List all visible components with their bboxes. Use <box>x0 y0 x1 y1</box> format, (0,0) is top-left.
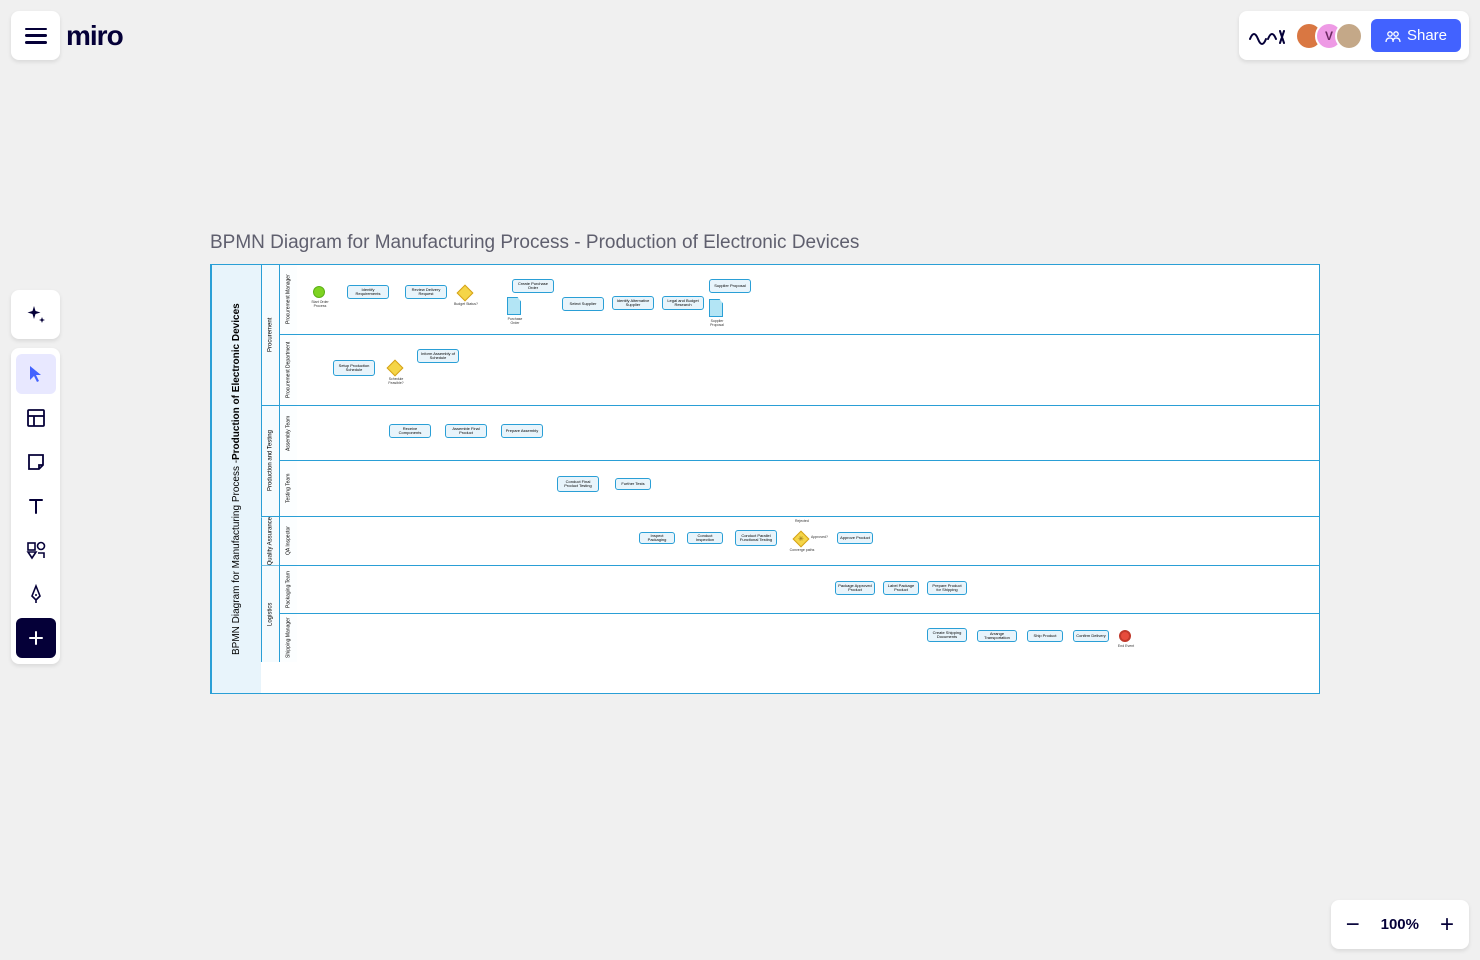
bpmn-task[interactable]: Conduct Parallel Functional Testing <box>735 530 777 546</box>
bpmn-task[interactable]: Confirm Delivery <box>1073 630 1109 642</box>
event-label: Start Order Process <box>309 300 331 308</box>
sublane: Packaging Team Package Approved Product La… <box>279 566 1319 614</box>
bpmn-task[interactable]: Supplier Proposal <box>709 279 751 293</box>
pool-title: BPMN Diagram for Manufacturing Process -… <box>211 265 261 693</box>
document-label: Supplier Proposal <box>705 319 729 327</box>
bpmn-task[interactable]: Create Shipping Documents <box>927 628 967 642</box>
sublane-label: QA Inspector <box>279 517 297 565</box>
gateway-side-label: Approved? <box>811 535 828 539</box>
bpmn-task[interactable]: Inspect Packaging <box>639 532 675 544</box>
sublane-label: Shipping Manager <box>279 614 297 662</box>
sublane-content: Package Approved Product Label Package Pr… <box>297 566 1319 613</box>
lane-group: ProcurementProcurement ManagerIdentify R… <box>261 265 1319 406</box>
bpmn-document[interactable] <box>709 299 723 317</box>
lanes-container: ProcurementProcurement ManagerIdentify R… <box>261 265 1319 693</box>
bpmn-task[interactable]: Label Package Product <box>883 581 919 595</box>
bpmn-task[interactable]: Assemble Final Product <box>445 424 487 438</box>
bpmn-task[interactable]: Identify Requirements <box>347 285 389 299</box>
sublane: Testing TeamConduct Final Product Testin… <box>279 461 1319 516</box>
bpmn-task[interactable]: Legal and Budget Research <box>662 296 704 310</box>
sublane-content: Create Shipping Documents Arrange Transpo… <box>297 614 1319 662</box>
start-event[interactable] <box>313 286 325 298</box>
bpmn-document[interactable] <box>507 297 521 315</box>
bpmn-task[interactable]: Select Supplier <box>562 297 604 311</box>
annotation-label: Rejected <box>795 519 809 523</box>
lane-group: Quality AssuranceQA InspectorInspect Pac… <box>261 517 1319 566</box>
sublane: Procurement ManagerIdentify Requirements… <box>279 265 1319 335</box>
gateway-label: Budget Status? <box>453 302 479 306</box>
sublane-label: Procurement Manager <box>279 265 297 334</box>
group-label: Quality Assurance <box>261 517 279 565</box>
bpmn-pool[interactable]: BPMN Diagram for Manufacturing Process -… <box>210 264 1320 694</box>
bpmn-task[interactable]: Ship Product <box>1027 630 1063 642</box>
bpmn-task[interactable]: Approve Product <box>837 532 873 544</box>
sublane-content: Identify Requirements Review Delivery Req… <box>297 265 1319 334</box>
bpmn-task[interactable]: Prepare Product for Shipping <box>927 581 967 595</box>
sublane: Procurement DepartmentSetup Production S… <box>279 335 1319 405</box>
sublane-label: Procurement Department <box>279 335 297 405</box>
gateway-label: Schedule Feasible? <box>383 377 409 385</box>
bpmn-task[interactable]: Further Tests <box>615 478 651 490</box>
bpmn-task[interactable]: Receive Components <box>389 424 431 438</box>
end-event[interactable] <box>1119 630 1131 642</box>
sublane-content: Conduct Final Product Testing Further Tes… <box>297 461 1319 516</box>
bpmn-task[interactable]: Arrange Transportation <box>977 630 1017 642</box>
bpmn-task[interactable]: Create Purchase Order <box>512 279 554 293</box>
gateway-label: Converge paths <box>789 548 815 552</box>
bpmn-gateway[interactable] <box>387 360 404 377</box>
sublane: Assembly Team Receive Components Assemble … <box>279 406 1319 461</box>
group-label: Production and Testing <box>261 406 279 516</box>
group-label: Logistics <box>261 566 279 662</box>
bpmn-gateway[interactable] <box>793 531 810 548</box>
bpmn-gateway[interactable] <box>457 285 474 302</box>
bpmn-task[interactable]: Inform Assembly of Schedule <box>417 349 459 363</box>
sublane-content: Setup Production Schedule Inform Assembly… <box>297 335 1319 405</box>
canvas[interactable]: BPMN Diagram for Manufacturing Process -… <box>0 0 1480 960</box>
event-label: End Event <box>1115 644 1137 648</box>
bpmn-task[interactable]: Identify Alternative Supplier <box>612 296 654 310</box>
bpmn-task[interactable]: Conduct Inspection <box>687 532 723 544</box>
sublane: QA Inspector Inspect Packaging Conduct Ins… <box>279 517 1319 565</box>
document-label: Purchase Order <box>503 317 527 325</box>
lane-group: Production and TestingAssembly TeamRecei… <box>261 406 1319 517</box>
bpmn-task[interactable]: Prepare Assembly <box>501 424 543 438</box>
sublane-content: Receive Components Assemble Final Product… <box>297 406 1319 460</box>
sublane-label: Packaging Team <box>279 566 297 613</box>
sublane-label: Testing Team <box>279 461 297 516</box>
group-label: Procurement <box>261 265 279 405</box>
bpmn-task[interactable]: Setup Production Schedule <box>333 360 375 376</box>
bpmn-task[interactable]: Package Approved Product <box>835 581 875 595</box>
bpmn-task[interactable]: Review Delivery Request <box>405 285 447 299</box>
bpmn-task[interactable]: Conduct Final Product Testing <box>557 476 599 492</box>
sublane-content: Inspect Packaging Conduct Inspection Condu… <box>297 517 1319 565</box>
lane-group: LogisticsPackaging TeamPackage Approved … <box>261 566 1319 662</box>
diagram-title: BPMN Diagram for Manufacturing Process -… <box>210 232 859 254</box>
sublane: Shipping ManagerCreate Shipping Document… <box>279 614 1319 662</box>
sublane-label: Assembly Team <box>279 406 297 460</box>
